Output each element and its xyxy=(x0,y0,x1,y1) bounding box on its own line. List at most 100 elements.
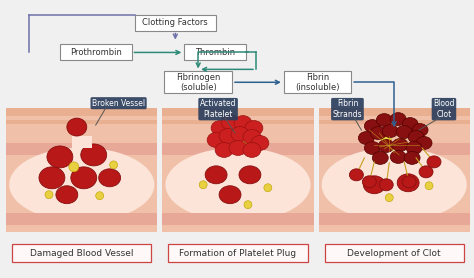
Ellipse shape xyxy=(378,140,394,152)
Ellipse shape xyxy=(251,135,269,150)
FancyBboxPatch shape xyxy=(184,44,246,60)
Ellipse shape xyxy=(71,167,97,189)
Ellipse shape xyxy=(382,125,398,138)
FancyBboxPatch shape xyxy=(284,71,351,93)
Circle shape xyxy=(109,161,118,169)
Circle shape xyxy=(385,194,393,202)
Ellipse shape xyxy=(370,126,386,140)
Ellipse shape xyxy=(211,121,229,135)
Ellipse shape xyxy=(397,174,419,192)
Ellipse shape xyxy=(231,126,249,142)
Ellipse shape xyxy=(322,148,467,222)
Ellipse shape xyxy=(205,166,227,184)
Ellipse shape xyxy=(392,138,408,152)
Ellipse shape xyxy=(219,186,241,204)
Ellipse shape xyxy=(427,156,441,168)
Ellipse shape xyxy=(81,144,107,166)
FancyBboxPatch shape xyxy=(6,108,157,232)
Circle shape xyxy=(264,184,272,192)
Circle shape xyxy=(96,192,104,200)
Ellipse shape xyxy=(39,167,65,189)
Ellipse shape xyxy=(406,142,422,154)
FancyBboxPatch shape xyxy=(6,143,157,155)
Circle shape xyxy=(199,181,207,189)
Ellipse shape xyxy=(215,143,233,157)
Circle shape xyxy=(244,201,252,209)
FancyBboxPatch shape xyxy=(319,116,470,120)
Ellipse shape xyxy=(402,118,418,131)
Text: Damaged Blood Vessel: Damaged Blood Vessel xyxy=(30,249,134,258)
Circle shape xyxy=(45,191,53,199)
Ellipse shape xyxy=(234,116,252,131)
Text: Fibrin
(insoluble): Fibrin (insoluble) xyxy=(295,73,340,92)
Ellipse shape xyxy=(56,186,78,204)
Ellipse shape xyxy=(229,140,247,155)
FancyBboxPatch shape xyxy=(163,116,314,120)
Ellipse shape xyxy=(47,146,73,168)
FancyBboxPatch shape xyxy=(6,108,157,116)
FancyBboxPatch shape xyxy=(60,44,131,60)
FancyBboxPatch shape xyxy=(319,143,470,155)
Ellipse shape xyxy=(349,169,364,181)
Ellipse shape xyxy=(404,152,420,164)
Ellipse shape xyxy=(239,166,261,184)
Ellipse shape xyxy=(99,169,120,187)
Circle shape xyxy=(69,162,79,172)
Text: Thrombin: Thrombin xyxy=(195,48,235,57)
Circle shape xyxy=(228,133,238,143)
Ellipse shape xyxy=(207,133,225,147)
FancyBboxPatch shape xyxy=(319,213,470,225)
Ellipse shape xyxy=(165,148,310,222)
Ellipse shape xyxy=(364,176,385,194)
Circle shape xyxy=(425,182,433,190)
Text: Prothrombin: Prothrombin xyxy=(70,48,122,57)
FancyBboxPatch shape xyxy=(6,213,157,225)
FancyBboxPatch shape xyxy=(163,108,314,232)
Ellipse shape xyxy=(402,176,416,188)
FancyBboxPatch shape xyxy=(319,108,470,116)
Ellipse shape xyxy=(243,143,261,157)
Ellipse shape xyxy=(358,131,374,145)
Ellipse shape xyxy=(396,126,412,138)
FancyBboxPatch shape xyxy=(163,108,314,116)
FancyBboxPatch shape xyxy=(168,244,308,262)
Circle shape xyxy=(398,138,406,146)
Ellipse shape xyxy=(243,130,261,145)
Text: Blood
Clot: Blood Clot xyxy=(433,100,455,119)
Circle shape xyxy=(242,139,250,147)
Circle shape xyxy=(381,135,391,145)
FancyBboxPatch shape xyxy=(319,108,470,232)
Ellipse shape xyxy=(372,152,388,164)
Text: Fibrinogen
(soluble): Fibrinogen (soluble) xyxy=(176,73,220,92)
Ellipse shape xyxy=(390,113,406,126)
Ellipse shape xyxy=(379,179,393,191)
Ellipse shape xyxy=(221,115,239,130)
Text: Development of Clot: Development of Clot xyxy=(347,249,441,258)
Ellipse shape xyxy=(416,136,432,150)
Text: Broken Vessel: Broken Vessel xyxy=(92,99,145,108)
Ellipse shape xyxy=(376,114,392,126)
FancyBboxPatch shape xyxy=(163,120,314,124)
FancyBboxPatch shape xyxy=(72,136,92,148)
Ellipse shape xyxy=(219,128,237,143)
Ellipse shape xyxy=(408,131,424,143)
FancyBboxPatch shape xyxy=(6,120,157,124)
Text: Formation of Platelet Plug: Formation of Platelet Plug xyxy=(180,249,297,258)
Text: Fibrin
Strands: Fibrin Strands xyxy=(333,100,362,119)
Ellipse shape xyxy=(365,142,380,154)
Ellipse shape xyxy=(412,124,428,136)
Ellipse shape xyxy=(419,166,433,178)
FancyBboxPatch shape xyxy=(163,213,314,225)
Ellipse shape xyxy=(245,121,263,135)
Text: Activated
Platelet: Activated Platelet xyxy=(200,100,237,119)
FancyBboxPatch shape xyxy=(135,15,216,31)
Ellipse shape xyxy=(9,148,155,222)
Ellipse shape xyxy=(67,118,87,136)
Ellipse shape xyxy=(362,176,376,188)
FancyBboxPatch shape xyxy=(12,244,151,262)
FancyBboxPatch shape xyxy=(164,71,232,93)
Text: Clotting Factors: Clotting Factors xyxy=(142,18,208,27)
FancyBboxPatch shape xyxy=(325,244,464,262)
Ellipse shape xyxy=(365,120,380,133)
FancyBboxPatch shape xyxy=(163,143,314,155)
